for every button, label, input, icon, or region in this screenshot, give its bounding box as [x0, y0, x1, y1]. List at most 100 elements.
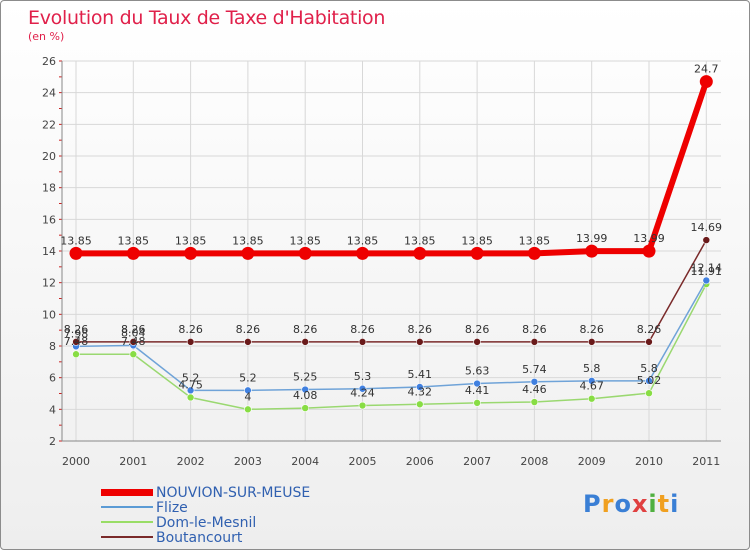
- data-point-2: [301, 404, 310, 412]
- data-point-3: [702, 236, 711, 244]
- x-tick-label: 2003: [234, 455, 262, 468]
- data-point-3: [415, 338, 424, 346]
- data-point-3: [530, 338, 539, 346]
- data-label-3: 8.26: [579, 323, 604, 336]
- data-point-2: [587, 394, 596, 403]
- data-point-1: [244, 386, 252, 395]
- data-label-1: 5.63: [465, 365, 490, 378]
- data-point-0: [642, 244, 656, 258]
- data-point-1: [186, 386, 195, 395]
- x-tick-label: 2005: [349, 455, 377, 468]
- legend-item-nouvion: NOUVION-SUR-MEUSE: [101, 485, 401, 501]
- data-label-2: 4.75: [178, 378, 203, 391]
- data-label-1: 12.14: [691, 261, 723, 274]
- legend-swatch-flize: [101, 506, 153, 508]
- data-point-0: [527, 246, 541, 260]
- logo-letter: t: [657, 490, 671, 518]
- data-point-0: [699, 75, 713, 89]
- x-tick-label: 2011: [692, 455, 720, 468]
- y-tick-label: 26: [42, 55, 56, 68]
- logo-letter: r: [601, 490, 615, 518]
- data-label-2: 7.48: [64, 335, 89, 348]
- data-label-1: 8.04: [121, 326, 146, 339]
- data-point-0: [585, 244, 599, 258]
- data-label-3: 8.26: [522, 323, 547, 336]
- data-label-1: 7.98: [64, 327, 89, 340]
- proxiti-logo: Proxiti: [583, 490, 679, 518]
- logo-letter: o: [614, 490, 632, 518]
- y-tick-label: 20: [42, 150, 56, 163]
- legend-label-nouvion: NOUVION-SUR-MEUSE: [156, 485, 311, 501]
- data-label-0: 13.85: [232, 234, 264, 247]
- x-tick-label: 2006: [406, 455, 434, 468]
- data-point-0: [356, 246, 369, 260]
- data-label-2: 4.24: [350, 387, 375, 400]
- data-label-3: 8.26: [350, 323, 375, 336]
- data-point-0: [470, 246, 484, 260]
- data-point-2: [358, 401, 367, 410]
- data-point-0: [69, 246, 83, 260]
- y-tick-label: 12: [42, 277, 56, 290]
- data-label-2: 4.32: [408, 385, 433, 398]
- data-label-1: 5.74: [522, 363, 547, 376]
- data-label-2: 4.08: [293, 389, 318, 402]
- data-point-1: [301, 385, 310, 394]
- x-tick-label: 2010: [635, 455, 663, 468]
- data-point-2: [129, 350, 138, 359]
- data-label-2: 11.91: [691, 265, 723, 278]
- data-point-2: [645, 389, 653, 397]
- x-tick-label: 2000: [62, 455, 90, 468]
- data-label-0: 13.85: [289, 234, 321, 247]
- data-point-3: [186, 338, 195, 346]
- x-tick-label: 2001: [119, 455, 147, 468]
- data-label-1: 5.8: [640, 362, 658, 375]
- data-label-1: 5.41: [408, 368, 433, 381]
- data-point-0: [241, 246, 255, 260]
- y-tick-label: 10: [42, 308, 56, 321]
- series-line-2: [76, 283, 707, 411]
- data-point-0: [126, 246, 140, 260]
- data-point-1: [473, 379, 481, 388]
- data-label-0: 13.99: [633, 232, 665, 245]
- y-tick-label: 16: [42, 213, 56, 226]
- data-point-3: [645, 338, 653, 346]
- data-label-3: 8.26: [408, 323, 433, 336]
- legend-item-flize: Flize: [101, 500, 401, 516]
- data-point-2: [415, 400, 424, 409]
- data-label-0: 13.85: [404, 234, 436, 247]
- data-label-3: 8.26: [64, 323, 89, 336]
- data-label-3: 8.26: [236, 323, 261, 336]
- data-point-2: [72, 350, 80, 359]
- x-tick-label: 2004: [291, 455, 319, 468]
- data-point-1: [645, 377, 653, 385]
- legend-swatch-dom-le-mesnil: [101, 521, 153, 523]
- data-label-0: 13.85: [519, 234, 551, 247]
- y-tick-label: 18: [42, 182, 56, 195]
- x-tick-label: 2008: [520, 455, 548, 468]
- data-point-0: [413, 246, 427, 260]
- data-point-3: [301, 338, 310, 346]
- data-label-2: 5.02: [637, 374, 662, 387]
- data-label-1: 5.25: [293, 371, 318, 384]
- data-label-1: 5.3: [354, 370, 372, 383]
- data-label-1: 5.2: [182, 371, 200, 384]
- y-tick-label: 4: [49, 403, 56, 416]
- chart-title: Evolution du Taux de Taxe d'Habitation: [28, 7, 386, 29]
- data-label-0: 13.85: [118, 234, 150, 247]
- data-label-1: 5.2: [239, 371, 257, 384]
- x-tick-label: 2002: [177, 455, 205, 468]
- data-point-2: [530, 398, 539, 406]
- data-point-0: [184, 246, 198, 260]
- logo-letter: i: [648, 490, 658, 518]
- data-label-3: 14.69: [691, 221, 723, 234]
- legend-label-dom-le-mesnil: Dom-le-Mesnil: [156, 515, 257, 531]
- legend-item-boutancourt: Boutancourt: [101, 530, 401, 546]
- data-label-2: 4.41: [465, 384, 490, 397]
- data-point-2: [473, 399, 481, 407]
- series-line-3: [76, 239, 707, 343]
- logo-letter: P: [583, 490, 602, 518]
- data-label-0: 13.85: [175, 234, 207, 247]
- legend-swatch-nouvion: [101, 489, 153, 496]
- data-label-0: 24.7: [694, 63, 719, 76]
